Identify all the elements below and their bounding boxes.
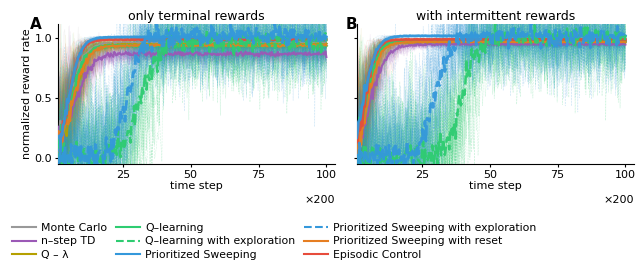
Text: A: A: [30, 17, 42, 32]
Title: only terminal rewards: only terminal rewards: [128, 10, 264, 23]
Title: with intermittent rewards: with intermittent rewards: [415, 10, 575, 23]
Text: ×200: ×200: [304, 195, 335, 205]
Text: ×200: ×200: [603, 195, 634, 205]
Legend: Monte Carlo, n–step TD, Q – λ, Q–learning, Q–learning with exploration, Prioriti: Monte Carlo, n–step TD, Q – λ, Q–learnin…: [12, 223, 536, 260]
X-axis label: time step: time step: [170, 181, 223, 191]
Y-axis label: normalized reward rate: normalized reward rate: [22, 29, 31, 159]
X-axis label: time step: time step: [468, 181, 522, 191]
Text: B: B: [346, 17, 357, 32]
